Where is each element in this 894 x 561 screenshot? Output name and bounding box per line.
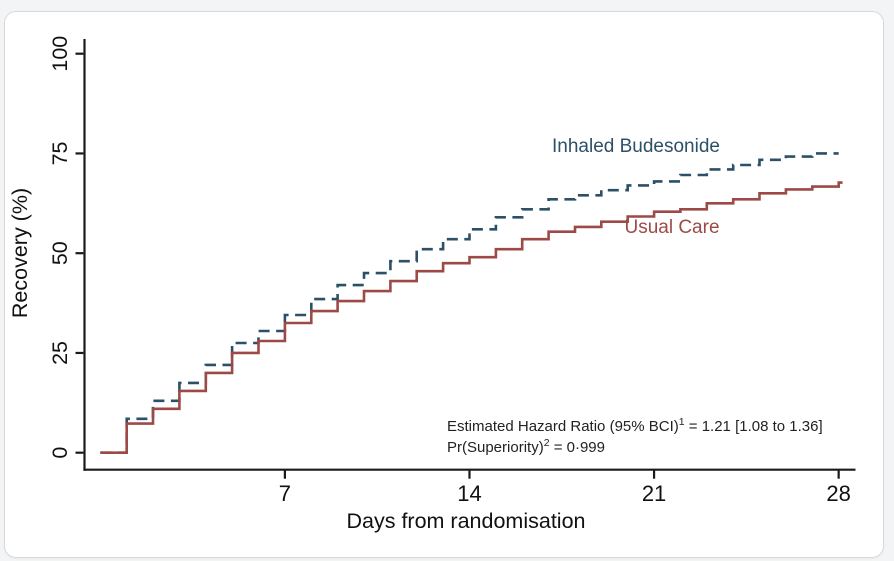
annotation-line-2: Pr(Superiority)2 = 0·999 — [447, 437, 605, 456]
series-label-inhaled-budesonide: Inhaled Budesonide — [552, 136, 720, 157]
figure-card — [4, 11, 884, 558]
x-tick-label: 21 — [642, 481, 666, 506]
series-line-usual-care — [100, 181, 843, 454]
x-tick-label: 14 — [457, 481, 481, 506]
x-tick-label: 28 — [826, 481, 850, 506]
y-tick-label: 25 — [48, 341, 72, 365]
y-tick-label: 75 — [48, 141, 72, 165]
series-label-usual-care: Usual Care — [624, 217, 719, 238]
y-tick-label: 50 — [48, 241, 72, 265]
y-axis-title: Recovery (%) — [8, 188, 32, 318]
x-tick-label: 7 — [279, 481, 291, 506]
annotation-line-1: Estimated Hazard Ratio (95% BCI)1 = 1.21… — [447, 416, 823, 435]
series-line-inhaled-budesonide — [100, 152, 839, 454]
x-axis-title: Days from randomisation — [347, 509, 586, 533]
y-tick-label: 0 — [48, 447, 72, 459]
y-tick-label: 100 — [48, 36, 72, 72]
